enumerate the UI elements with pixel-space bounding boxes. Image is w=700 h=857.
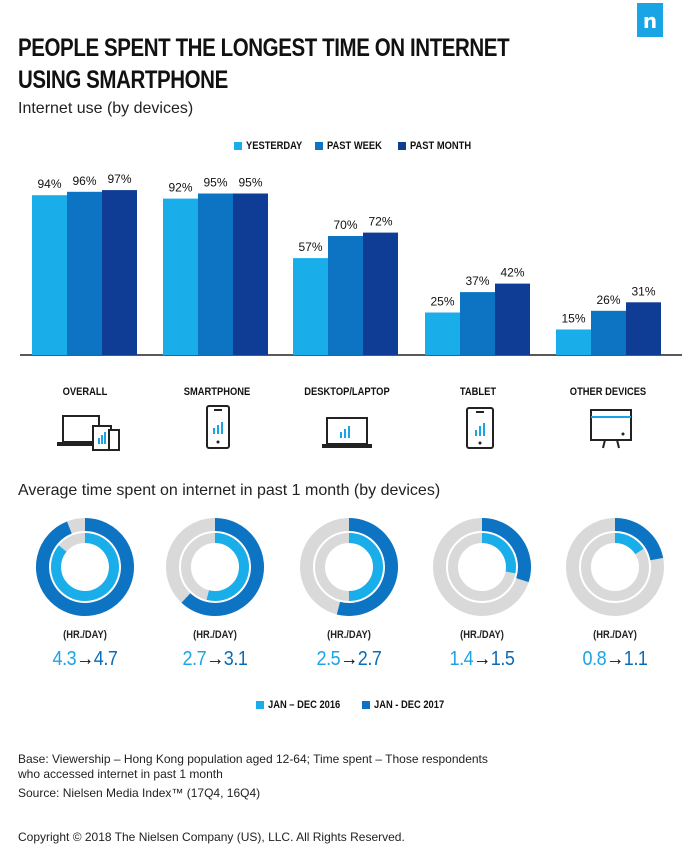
source-note: Source: Nielsen Media Index™ (17Q4, 16Q4…	[18, 786, 261, 800]
time-values-1: 2.7→3.1	[161, 648, 269, 671]
donut-arc-2016-1	[206, 533, 249, 601]
bar-value-label-2-past-month: 72%	[368, 215, 392, 229]
hr-day-label-4: (HR./DAY)	[593, 629, 637, 641]
time-values-3: 1.4→1.5	[428, 648, 536, 671]
laptop-icon	[322, 417, 372, 448]
bar-value-label-3-yesterday: 25%	[430, 295, 454, 309]
value-2016-3: 1.4	[449, 648, 474, 670]
legend-label-past-month: PAST MONTH	[410, 140, 472, 152]
donut-arc-2017-4	[614, 518, 664, 561]
hr-day-label-3: (HR./DAY)	[460, 629, 504, 641]
copyright: Copyright © 2018 The Nielsen Company (US…	[18, 830, 405, 844]
base-note-line2: who accessed internet in past 1 month	[18, 767, 223, 781]
bar-value-label-1-past-month: 95%	[238, 176, 262, 190]
arrow-icon: →	[340, 648, 358, 670]
arrow-icon: →	[76, 648, 94, 670]
bar-1-past-month	[233, 193, 268, 355]
value-2016-4: 0.8	[582, 648, 607, 670]
bar-4-past-week	[591, 310, 626, 355]
arrow-icon: →	[473, 648, 491, 670]
donut-arc-2017-2	[336, 518, 398, 616]
bar-1-past-week	[198, 193, 233, 355]
category-label-desktop-laptop: DESKTOP/LAPTOP	[304, 386, 390, 398]
page-title-line1: PEOPLE SPENT THE LONGEST TIME ON INTERNE…	[18, 34, 510, 62]
bar-value-label-4-yesterday: 15%	[561, 312, 585, 326]
hr-day-label-2: (HR./DAY)	[327, 629, 371, 641]
nielsen-logo: n	[637, 3, 663, 37]
donut-arc-2017-1	[181, 518, 264, 616]
category-label-smartphone: SMARTPHONE	[183, 386, 251, 398]
bar-value-label-0-yesterday: 94%	[37, 177, 61, 191]
donut-arc-2016-0	[51, 533, 119, 601]
category-label-tablet: TABLET	[459, 386, 497, 398]
legend-label-past-week: PAST WEEK	[327, 140, 382, 152]
category-label-other-devices: OTHER DEVICES	[569, 386, 647, 398]
bar-chart-title: Internet use (by devices)	[18, 100, 194, 117]
bar-0-past-week	[67, 191, 102, 355]
time-values-0: 4.3→4.7	[31, 648, 139, 671]
legend-swatch-past-week	[315, 142, 323, 150]
donut-charts	[36, 518, 664, 616]
bar-value-label-4-past-month: 31%	[631, 284, 655, 298]
arrow-icon: →	[206, 648, 224, 670]
hr-day-label-1: (HR./DAY)	[193, 629, 237, 641]
time-values-4: 0.8→1.1	[561, 648, 669, 671]
value-2016-1: 2.7	[182, 648, 207, 670]
bar-0-yesterday	[32, 195, 67, 355]
bar-1-yesterday	[163, 198, 198, 355]
value-2016-0: 4.3	[52, 648, 77, 670]
bar-2-past-week	[328, 236, 363, 355]
bar-2-yesterday	[293, 258, 328, 355]
value-2017-2: 2.7	[357, 648, 382, 670]
arrow-icon: →	[606, 648, 624, 670]
legend-swatch-yesterday	[234, 142, 242, 150]
bar-value-label-4-past-week: 26%	[596, 293, 620, 307]
legend-swatch-2016	[256, 701, 264, 709]
legend-swatch-past-month	[398, 142, 406, 150]
donut-arc-2016-4	[614, 533, 644, 555]
bar-3-past-week	[460, 292, 495, 355]
bar-2-past-month	[363, 232, 398, 355]
bar-value-label-0-past-week: 96%	[72, 174, 96, 188]
bar-value-label-3-past-week: 37%	[465, 274, 489, 288]
legend-label-2016: JAN – DEC 2016	[268, 699, 341, 711]
legend-swatch-2017	[362, 701, 370, 709]
donut-arc-2017-3	[481, 518, 531, 583]
category-label-overall: OVERALL	[62, 386, 108, 398]
bar-0-past-month	[102, 190, 137, 355]
monitor-icon	[590, 409, 632, 449]
value-2017-0: 4.7	[93, 648, 118, 670]
bar-4-yesterday	[556, 329, 591, 355]
bar-value-label-2-yesterday: 57%	[298, 240, 322, 254]
donut-chart-title: Average time spent on internet in past 1…	[18, 482, 441, 499]
donut-arc-2017-0	[36, 518, 134, 616]
bar-value-label-1-yesterday: 92%	[168, 181, 192, 195]
hr-day-label-0: (HR./DAY)	[63, 629, 107, 641]
devices-icon	[57, 415, 120, 451]
legend-label-2017: JAN - DEC 2017	[374, 699, 445, 711]
value-2017-4: 1.1	[623, 648, 648, 670]
value-2017-3: 1.5	[490, 648, 515, 670]
value-2017-1: 3.1	[223, 648, 248, 670]
tablet-icon	[466, 407, 494, 449]
bar-value-label-1-past-week: 95%	[203, 176, 227, 190]
smartphone-icon	[206, 405, 230, 449]
bar-3-past-month	[495, 283, 530, 355]
legend-label-yesterday: YESTERDAY	[246, 140, 303, 152]
bar-value-label-2-past-week: 70%	[333, 218, 357, 232]
time-values-2: 2.5→2.7	[295, 648, 403, 671]
bar-4-past-month	[626, 302, 661, 355]
page-title-line2: USING SMARTPHONE	[18, 66, 228, 94]
donut-arc-2016-2	[348, 533, 383, 601]
bar-3-yesterday	[425, 312, 460, 355]
bar-value-label-3-past-month: 42%	[500, 266, 524, 280]
base-note-line1: Base: Viewership – Hong Kong population …	[18, 752, 488, 766]
bar-chart: 94% 96% 97% 92% 95% 95% 57% 70% 72% 25% 37% 42% 15% 2…	[20, 172, 682, 356]
bar-value-label-0-past-month: 97%	[107, 172, 131, 186]
donut-arc-2016-3	[481, 533, 516, 574]
value-2016-2: 2.5	[316, 648, 341, 670]
